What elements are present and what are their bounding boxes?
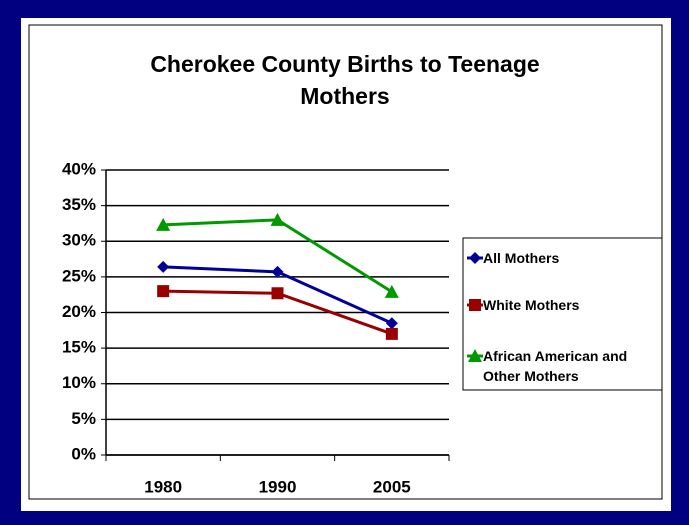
y-tick-label: 0% — [71, 444, 96, 463]
marker — [385, 317, 398, 330]
y-tick-label: 10% — [62, 373, 96, 392]
legend-label: All Mothers — [483, 250, 560, 266]
y-tick-label: 15% — [62, 338, 96, 357]
marker — [156, 217, 171, 231]
marker — [385, 327, 398, 340]
marker — [157, 260, 170, 273]
x-tick-label: 1980 — [144, 477, 182, 496]
marker — [469, 252, 481, 264]
y-tick-label: 20% — [62, 302, 96, 321]
legend-box — [462, 237, 663, 391]
marker — [271, 287, 284, 300]
y-tick-label: 25% — [62, 266, 96, 285]
legend-label: White Mothers — [483, 297, 580, 313]
marker — [270, 212, 285, 226]
x-tick-label: 2005 — [373, 477, 411, 496]
y-tick-label: 35% — [62, 195, 96, 214]
marker — [468, 349, 482, 362]
legend-label: African American and Other Mothers — [483, 348, 628, 384]
marker — [157, 285, 170, 298]
marker — [271, 265, 284, 278]
marker — [384, 284, 399, 298]
y-tick-label: 5% — [71, 409, 96, 428]
chart-title: Cherokee County Births to Teenage Mother… — [150, 51, 540, 109]
marker — [469, 299, 481, 311]
y-tick-label: 40% — [62, 159, 96, 178]
x-tick-label: 1990 — [259, 477, 297, 496]
y-tick-label: 30% — [62, 231, 96, 250]
